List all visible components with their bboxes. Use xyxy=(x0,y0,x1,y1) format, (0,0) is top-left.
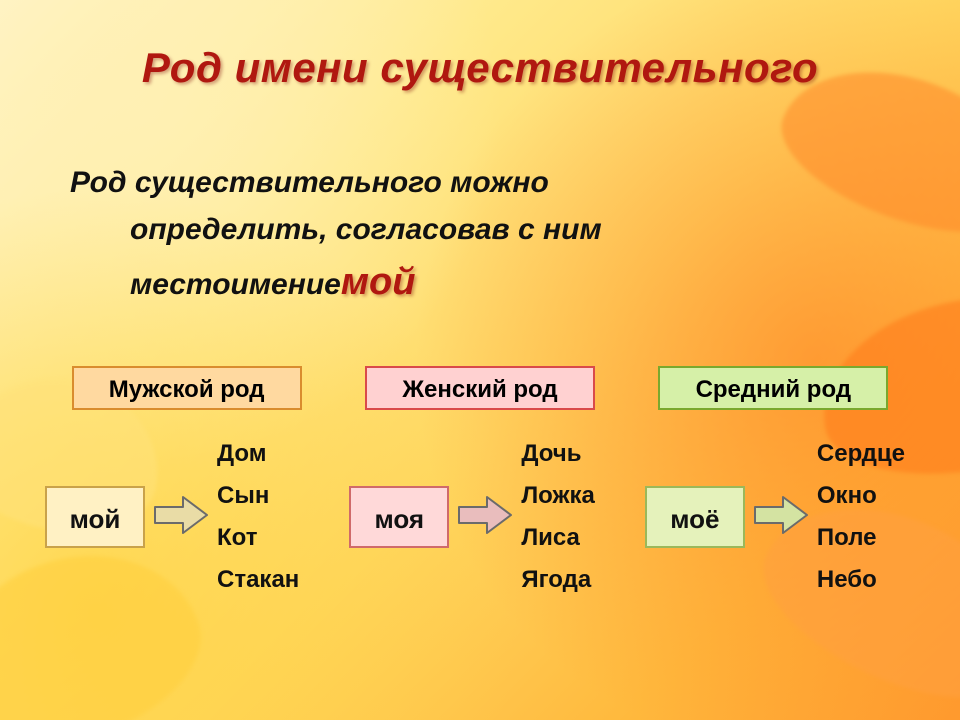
slide-title: Род имени существительного xyxy=(0,44,960,92)
example-word: Ложка xyxy=(521,482,595,510)
gender-header: Мужской род xyxy=(72,366,302,410)
gender-header: Средний род xyxy=(658,366,888,410)
word-list: Дом Сын Кот Стакан xyxy=(217,440,299,594)
example-word: Небо xyxy=(817,566,905,594)
example-word: Окно xyxy=(817,482,905,510)
arrow-right-icon xyxy=(153,495,209,535)
pronoun-box: моё xyxy=(645,486,745,548)
gender-header: Женский род xyxy=(365,366,595,410)
gender-column: мой Дом Сын Кот Стакан xyxy=(45,440,299,594)
subtitle-line2: определить, согласовав с ним xyxy=(70,207,602,254)
example-word: Сын xyxy=(217,482,299,510)
arrow xyxy=(753,495,809,540)
arrow-right-icon xyxy=(753,495,809,535)
subtitle-line1: Род существительного можно xyxy=(70,166,549,199)
arrow xyxy=(153,495,209,540)
word-list: Сердце Окно Поле Небо xyxy=(817,440,905,594)
example-word: Сердце xyxy=(817,440,905,468)
example-word: Дом xyxy=(217,440,299,468)
example-word: Кот xyxy=(217,524,299,552)
pronoun-box: мой xyxy=(45,486,145,548)
gender-columns: мойДомСынКотСтаканмояДочьЛожкаЛисаЯгодам… xyxy=(0,440,960,594)
slide-subtitle: Род существительного можно определить, с… xyxy=(70,160,890,312)
example-word: Ягода xyxy=(521,566,595,594)
subtitle-keyword: мой xyxy=(341,261,416,303)
gender-headers: Мужской род Женский род Средний род xyxy=(0,366,960,410)
gender-column: моя Дочь Ложка Лиса Ягода xyxy=(349,440,595,594)
example-word: Поле xyxy=(817,524,905,552)
example-word: Стакан xyxy=(217,566,299,594)
example-word: Лиса xyxy=(521,524,595,552)
arrow-right-icon xyxy=(457,495,513,535)
example-word: Дочь xyxy=(521,440,595,468)
slide: Род имени существительного Род существит… xyxy=(0,0,960,720)
gender-column: моё Сердце Окно Поле Небо xyxy=(645,440,905,594)
arrow xyxy=(457,495,513,540)
pronoun-box: моя xyxy=(349,486,449,548)
subtitle-line3: местоимение xyxy=(70,262,341,309)
word-list: Дочь Ложка Лиса Ягода xyxy=(521,440,595,594)
